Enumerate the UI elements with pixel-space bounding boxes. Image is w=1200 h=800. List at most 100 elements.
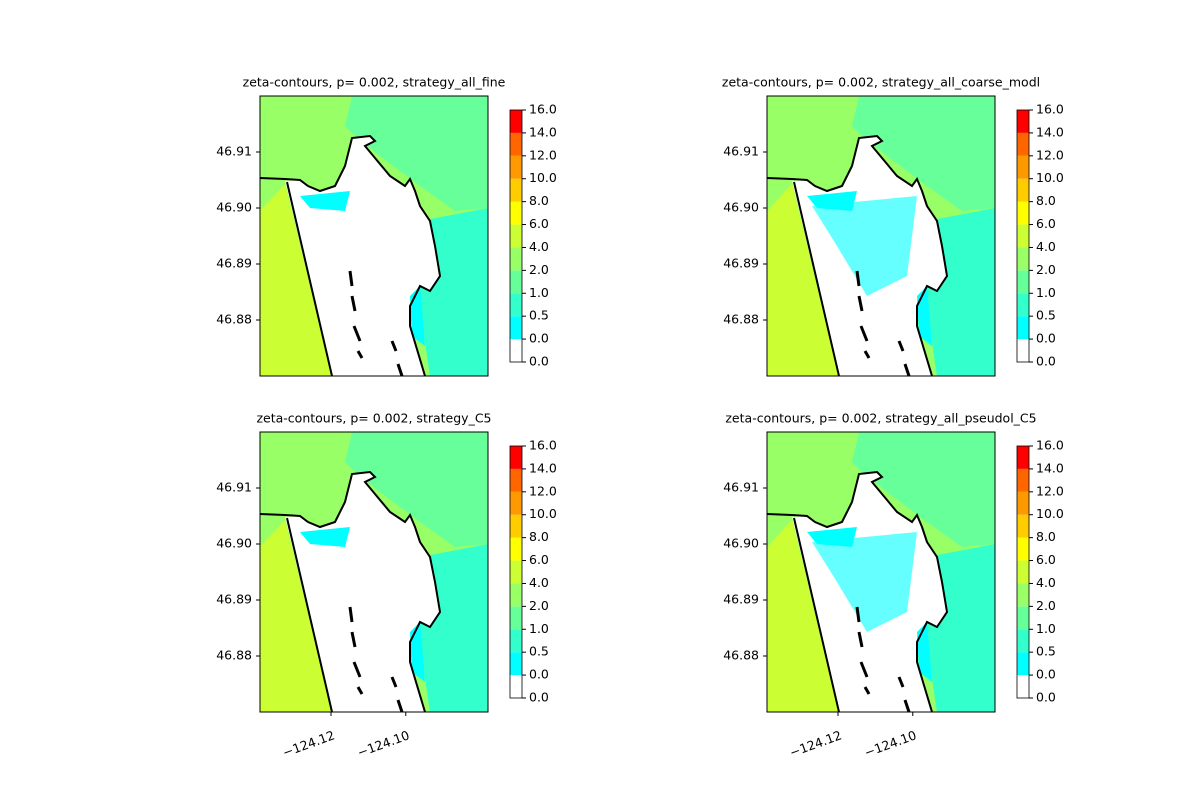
title: zeta-contours, p= 0.002, strategy_C5	[256, 411, 491, 426]
island	[356, 350, 364, 359]
colorbar-label: 0.0	[1036, 690, 1056, 705]
colorbar-band	[1017, 339, 1029, 362]
colorbar: 0.0 0.0 0.5 1.0 2.0 4.0 6.0 8.0 10.0 12.0 14.0 16.0	[1016, 438, 1064, 705]
panel: zeta-contours, p= 0.002, strategy_all_ps…	[723, 411, 1036, 761]
colorbar: 0.0 0.0 0.5 1.0 2.0 4.0 6.0 8.0 10.0 12.0 14.0 16.0	[509, 102, 557, 369]
coastline	[793, 517, 840, 712]
colorbar-band	[1017, 201, 1029, 225]
colorbar-label: 16.0	[1036, 102, 1064, 117]
region	[260, 184, 332, 376]
colorbar-band	[510, 224, 522, 248]
frame	[259, 95, 489, 377]
coastline	[767, 470, 949, 712]
y-tick-label: 46.89	[723, 256, 759, 271]
region	[812, 532, 917, 632]
colorbar-label: 0.5	[529, 308, 549, 323]
y-tick-label: 46.90	[723, 536, 759, 551]
colorbar-label: 10.0	[529, 506, 557, 521]
x-tick-label: −124.12	[788, 727, 844, 760]
colorbar-label: 6.0	[1036, 552, 1056, 567]
title: zeta-contours, p= 0.002, strategy_all_fi…	[243, 75, 506, 90]
panel: zeta-contours, p= 0.002, strategy_all_fi…	[216, 75, 506, 377]
colorbar-label: 1.0	[1036, 621, 1056, 636]
island	[356, 686, 364, 695]
coastline	[260, 470, 442, 712]
region	[300, 527, 350, 547]
colorbar-band	[510, 560, 522, 584]
region	[345, 432, 488, 547]
coastline	[260, 134, 442, 376]
island	[348, 270, 354, 287]
colorbar-band	[510, 247, 522, 271]
colorbar-band	[510, 675, 522, 698]
colorbar-label: 6.0	[529, 552, 549, 567]
colorbar-band	[510, 606, 522, 630]
colorbar-band	[1017, 132, 1029, 156]
island	[897, 676, 905, 688]
colorbar-label: 0.5	[1036, 308, 1056, 323]
colorbar-band	[1017, 675, 1029, 698]
island	[396, 363, 404, 376]
frame	[766, 95, 996, 377]
colorbar-label: 0.0	[529, 354, 549, 369]
colorbar-band	[510, 629, 522, 653]
colorbar-band	[1017, 446, 1029, 469]
island	[857, 631, 864, 648]
colorbar-band	[1017, 629, 1029, 653]
colorbar-band	[510, 491, 522, 515]
y-tick-label: 46.90	[216, 200, 252, 215]
coastline	[793, 181, 840, 376]
island	[855, 606, 861, 623]
colorbar-label: 6.0	[529, 216, 549, 231]
region	[852, 432, 995, 547]
region	[767, 520, 839, 712]
y-tick-label: 46.91	[216, 480, 252, 495]
y-tick-label: 46.88	[723, 312, 759, 327]
coastline	[286, 181, 333, 376]
colorbar-band	[1017, 316, 1029, 340]
colorbar-label: 1.0	[529, 621, 549, 636]
colorbar-label: 4.0	[1036, 575, 1056, 590]
y-tick-label: 46.88	[216, 648, 252, 663]
colorbar-label: 14.0	[1036, 124, 1064, 139]
region	[852, 96, 995, 211]
island	[390, 676, 398, 688]
colorbar-label: 0.5	[529, 644, 549, 659]
colorbar-label: 16.0	[529, 438, 557, 453]
island	[859, 661, 869, 678]
colorbar-band	[510, 339, 522, 362]
colorbar-band	[510, 178, 522, 202]
colorbar-label: 0.0	[1036, 667, 1056, 682]
region	[812, 196, 917, 296]
colorbar-band	[510, 583, 522, 607]
y-tick-label: 46.89	[216, 256, 252, 271]
y-tick-label: 46.89	[723, 592, 759, 607]
colorbar-band	[510, 132, 522, 156]
frame	[259, 431, 489, 713]
colorbar-band	[510, 316, 522, 340]
colorbar-label: 2.0	[529, 262, 549, 277]
colorbar-band	[510, 110, 522, 133]
colorbar-label: 2.0	[1036, 262, 1056, 277]
colorbar-band	[1017, 468, 1029, 492]
colorbar-label: 1.0	[1036, 285, 1056, 300]
island	[352, 325, 362, 342]
coastline	[286, 517, 333, 712]
y-tick-label: 46.90	[216, 536, 252, 551]
y-tick-label: 46.91	[216, 144, 252, 159]
map	[260, 96, 488, 376]
colorbar-label: 4.0	[1036, 239, 1056, 254]
colorbar-band	[1017, 293, 1029, 317]
colorbar-band	[1017, 514, 1029, 538]
colorbar: 0.0 0.0 0.5 1.0 2.0 4.0 6.0 8.0 10.0 12.0 14.0 16.0	[509, 438, 557, 705]
colorbar-label: 4.0	[529, 239, 549, 254]
island	[350, 295, 357, 312]
colorbar-frame	[509, 109, 523, 363]
panel: zeta-contours, p= 0.002, strategy_C5 46.8…	[216, 411, 491, 761]
map	[767, 432, 995, 712]
colorbar-band	[1017, 110, 1029, 133]
colorbar-label: 8.0	[529, 529, 549, 544]
colorbar-band	[1017, 270, 1029, 294]
colorbar-label: 0.0	[529, 690, 549, 705]
